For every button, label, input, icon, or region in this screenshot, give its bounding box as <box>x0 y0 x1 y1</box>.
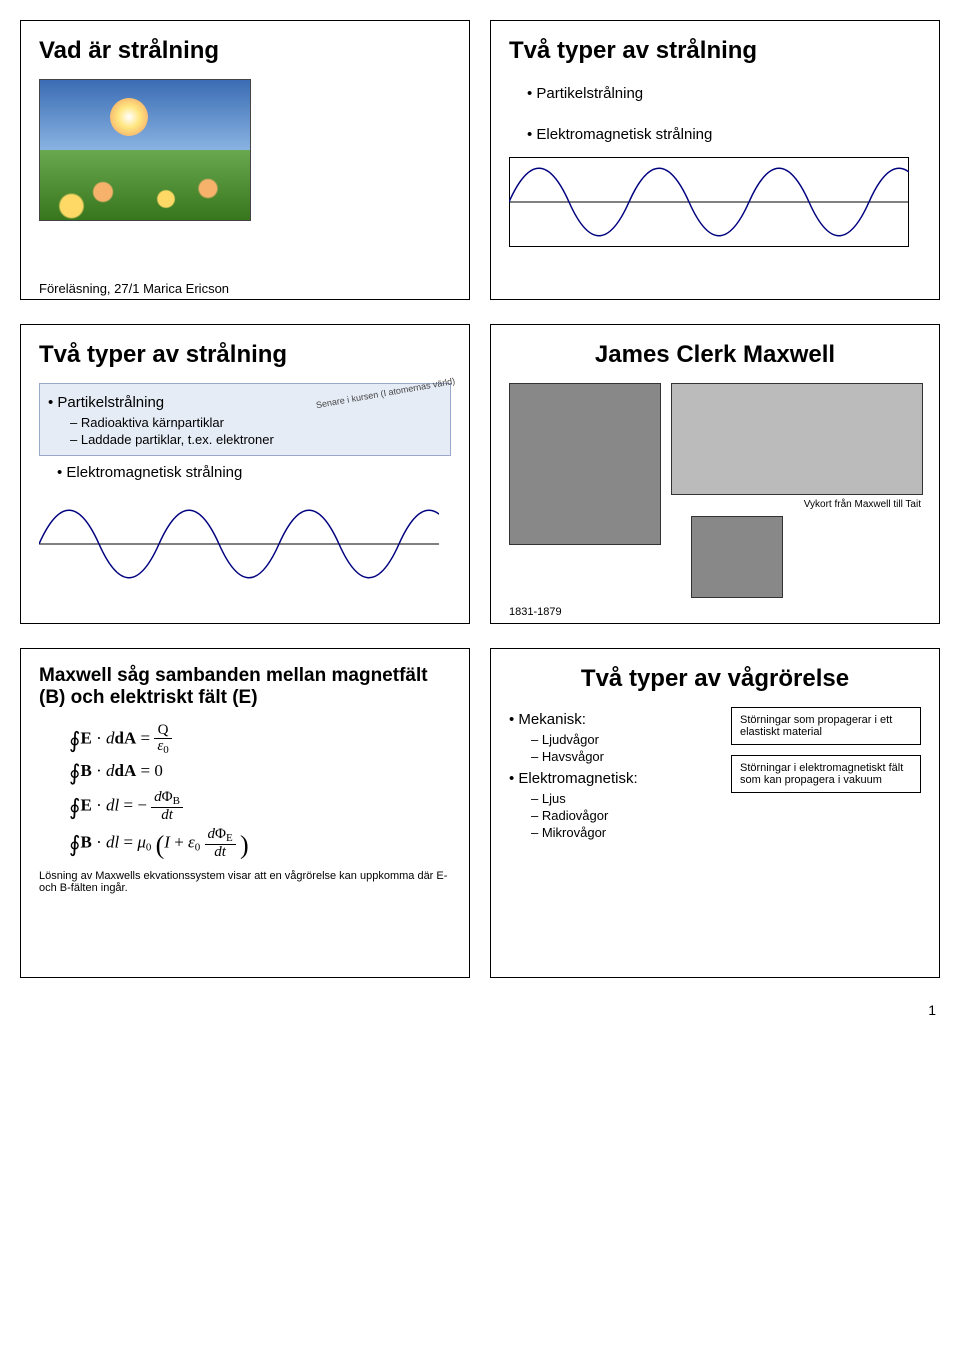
box-em: Störningar i elektromagnetiskt fält som … <box>731 755 921 793</box>
s6-s5: Mikrovågor <box>531 825 717 840</box>
box-mechanical: Störningar som propagerar i ett elastisk… <box>731 707 921 745</box>
eq-gauss-b: ∮B · ddA = 0 <box>69 760 451 786</box>
s6-b1: Mekanisk: <box>509 711 717 728</box>
s6-s3: Ljus <box>531 791 717 806</box>
row-3: Maxwell såg sambanden mellan magnetfält … <box>20 648 940 978</box>
slide-6: Två typer av vågrörelse Mekanisk: Ljudvå… <box>490 648 940 978</box>
row-1: Vad är strålning Föreläsning, 27/1 Maric… <box>20 20 940 300</box>
slide3-sub-2: Laddade partiklar, t.ex. elektroner <box>70 432 442 447</box>
highlight-box: Partikelstrålning Radioaktiva kärnpartik… <box>39 383 451 456</box>
s6-b2: Elektromagnetisk: <box>509 770 717 787</box>
page-number: 1 <box>20 1002 940 1018</box>
eq-faraday: ∮E · dl = − dΦBdt <box>69 790 451 823</box>
page: Vad är strålning Föreläsning, 27/1 Maric… <box>0 0 960 1058</box>
slide-2: Två typer av strålning Partikelstrålning… <box>490 20 940 300</box>
eq-ampere: ∮B · dl = μ0 (I + ε0 dΦEdt ) <box>69 827 451 860</box>
slide5-footnote: Lösning av Maxwells ekvationssystem visa… <box>39 870 451 894</box>
postcard <box>671 383 923 495</box>
eq-gauss-e: ∮E · ddA = Qε0 <box>69 723 451 756</box>
slide-3: Två typer av strålning Partikelstrålning… <box>20 324 470 624</box>
portrait-old <box>691 516 783 598</box>
wave-diagram <box>509 157 909 247</box>
wave-diagram-2 <box>39 499 439 589</box>
nature-photo <box>39 79 251 221</box>
slide3-sub-1: Radioaktiva kärnpartiklar <box>70 415 442 430</box>
slide-5: Maxwell såg sambanden mellan magnetfält … <box>20 648 470 978</box>
lecture-line: Föreläsning, 27/1 Marica Ericson <box>39 281 451 296</box>
slide6-title: Två typer av vågrörelse <box>509 665 921 693</box>
row-2: Två typer av strålning Partikelstrålning… <box>20 324 940 624</box>
postcard-caption: Vykort från Maxwell till Tait <box>671 499 921 510</box>
s6-s4: Radiovågor <box>531 808 717 823</box>
portrait-young <box>509 383 661 545</box>
slide4-title: James Clerk Maxwell <box>509 341 921 369</box>
slide5-title: Maxwell såg sambanden mellan magnetfält … <box>39 665 451 709</box>
slide2-title: Två typer av strålning <box>509 37 921 65</box>
slide2-bullet-1: Partikelstrålning <box>527 85 921 102</box>
slide-1: Vad är strålning Föreläsning, 27/1 Maric… <box>20 20 470 300</box>
slide-4: James Clerk Maxwell Vykort från Maxwell … <box>490 324 940 624</box>
slide3-title: Två typer av strålning <box>39 341 451 369</box>
s6-s2: Havsvågor <box>531 749 717 764</box>
s6-s1: Ljudvågor <box>531 732 717 747</box>
maxwell-images: Vykort från Maxwell till Tait <box>509 383 921 598</box>
slide3-bullet-2: Elektromagnetisk strålning <box>57 464 451 481</box>
slide2-bullet-2: Elektromagnetisk strålning <box>527 126 921 143</box>
slide1-title: Vad är strålning <box>39 37 451 65</box>
years: 1831-1879 <box>509 606 921 618</box>
slide6-cols: Mekanisk: Ljudvågor Havsvågor Elektromag… <box>509 707 921 842</box>
